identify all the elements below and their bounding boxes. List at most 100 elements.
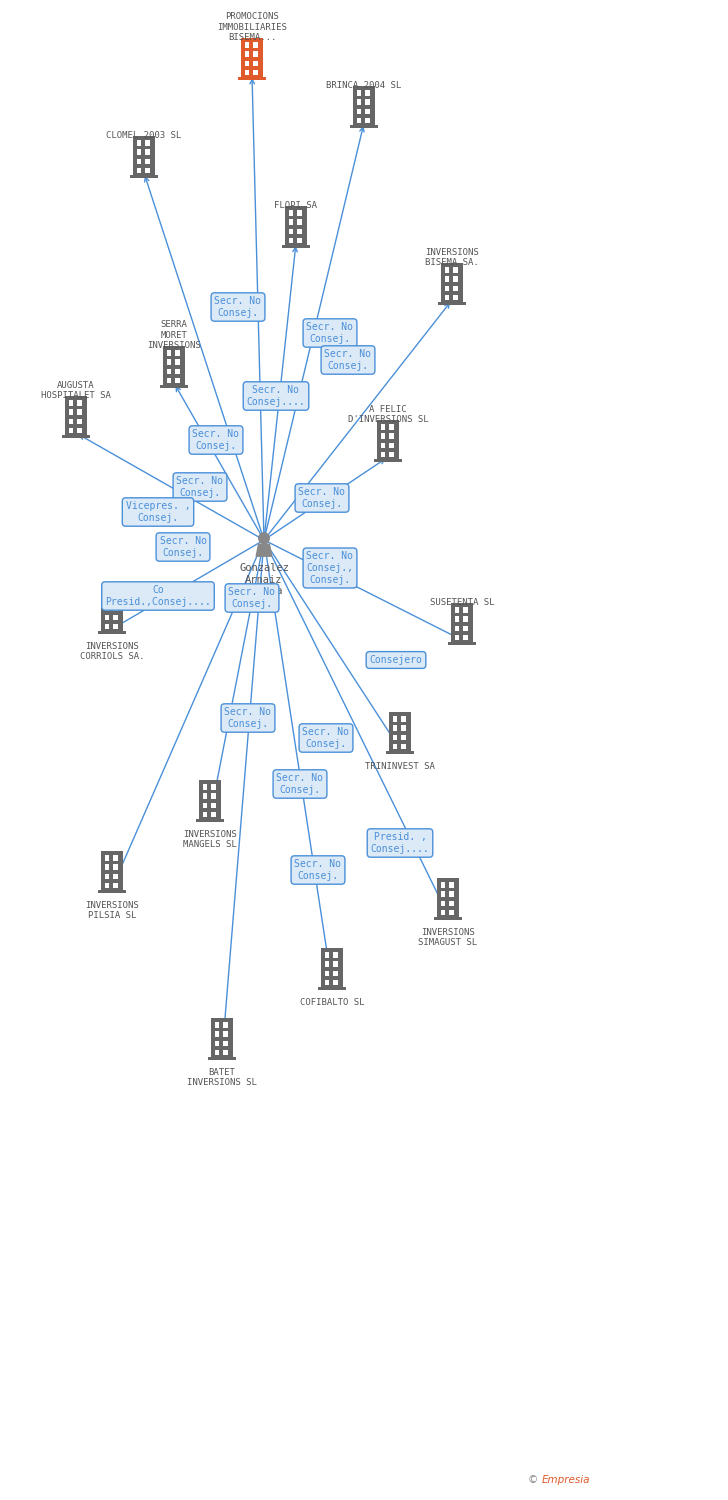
Bar [146, 159, 150, 164]
Bar [454, 285, 458, 291]
Text: BRINCA 2004 SL: BRINCA 2004 SL [326, 81, 402, 90]
Text: Co
Presid.,Consej....: Co Presid.,Consej.... [105, 585, 211, 608]
Text: TRININVEST SA: TRININVEST SA [365, 762, 435, 771]
Bar [381, 452, 385, 458]
Bar [401, 744, 405, 750]
Bar [297, 210, 302, 216]
Text: BATET
INVERSIONS SL: BATET INVERSIONS SL [187, 1068, 257, 1088]
Bar [374, 459, 402, 462]
Bar [440, 900, 446, 906]
Text: Secr. No
Consej.,
Consej.: Secr. No Consej., Consej. [306, 552, 354, 585]
Bar [167, 378, 171, 384]
Bar [114, 884, 118, 888]
Bar [114, 615, 118, 620]
Bar [289, 228, 293, 234]
Text: INVERSIONS
CORRIOLS SA.: INVERSIONS CORRIOLS SA. [80, 642, 144, 662]
Bar [146, 168, 150, 174]
Bar [253, 70, 258, 75]
Text: Empresia: Empresia [542, 1474, 590, 1485]
Text: COFIBALTO SL: COFIBALTO SL [300, 998, 364, 1006]
Bar [137, 159, 141, 164]
Bar [449, 891, 454, 897]
Text: CLOMEL 2003 SL: CLOMEL 2003 SL [106, 130, 181, 140]
Bar [253, 42, 258, 48]
Bar [210, 1019, 233, 1060]
Bar [365, 99, 370, 105]
Bar [440, 910, 446, 915]
Text: SUSETENTA SL: SUSETENTA SL [430, 598, 494, 608]
Bar [137, 140, 141, 146]
Bar [445, 267, 449, 273]
Text: Consejero: Consejero [370, 656, 422, 664]
Bar [333, 970, 338, 976]
Bar [175, 350, 180, 355]
Bar [393, 735, 397, 740]
Bar [333, 952, 338, 957]
Bar [440, 882, 446, 888]
Bar [175, 378, 180, 384]
Bar [463, 634, 468, 640]
Bar [100, 592, 123, 634]
Text: ©: © [528, 1474, 542, 1485]
Text: SERRA
MORET
INVERSIONS: SERRA MORET INVERSIONS [147, 320, 201, 350]
Bar [325, 962, 329, 968]
Bar [455, 608, 459, 612]
Bar [223, 1022, 228, 1028]
Bar [245, 70, 249, 75]
Bar [381, 424, 385, 429]
Bar [211, 794, 215, 800]
Bar [77, 427, 82, 433]
Bar [245, 51, 249, 57]
Bar [357, 99, 361, 105]
Bar [105, 596, 109, 602]
Bar [241, 38, 264, 80]
Bar [203, 794, 207, 800]
Bar [69, 427, 74, 433]
Bar [365, 90, 370, 96]
Bar [401, 735, 405, 740]
Bar [325, 952, 329, 957]
Bar [245, 60, 249, 66]
Bar [440, 891, 446, 897]
Bar [211, 802, 215, 808]
Text: Secr. No
Consej.: Secr. No Consej. [277, 772, 323, 795]
Text: Secr. No
Consej.: Secr. No Consej. [325, 350, 371, 370]
Bar [105, 884, 109, 888]
Text: Secr. No
Consej.: Secr. No Consej. [176, 476, 223, 498]
Bar [223, 1041, 228, 1046]
Bar [289, 238, 293, 243]
Bar [65, 396, 87, 438]
Bar [389, 452, 394, 458]
Bar [77, 410, 82, 416]
Bar [100, 850, 123, 892]
Text: INVERSIONS
SIMAGUST SL: INVERSIONS SIMAGUST SL [419, 928, 478, 948]
Bar [105, 873, 109, 879]
Bar [440, 262, 463, 305]
Bar [401, 726, 405, 730]
Bar [163, 346, 185, 388]
Text: Vicepres. ,
Consej.: Vicepres. , Consej. [126, 501, 190, 524]
Bar [455, 626, 459, 632]
Bar [455, 616, 459, 622]
Bar [381, 433, 385, 439]
Bar [199, 780, 221, 822]
Bar [463, 616, 468, 622]
Circle shape [258, 532, 269, 543]
Bar [389, 433, 394, 439]
Bar [203, 812, 207, 818]
Bar [114, 855, 118, 861]
Bar [211, 812, 215, 818]
Text: Secr. No
Consej.: Secr. No Consej. [303, 728, 349, 748]
Text: INVERSIONS
BISEMA SA.: INVERSIONS BISEMA SA. [425, 248, 479, 267]
Bar [215, 1050, 219, 1056]
Bar [137, 168, 141, 174]
Text: Secr. No
Consej.: Secr. No Consej. [215, 296, 261, 318]
Bar [393, 744, 397, 750]
Bar [160, 386, 188, 388]
Bar [238, 76, 266, 80]
Bar [62, 435, 90, 438]
Bar [386, 752, 414, 754]
Bar [463, 626, 468, 632]
Bar [196, 819, 224, 822]
Bar [389, 712, 411, 754]
